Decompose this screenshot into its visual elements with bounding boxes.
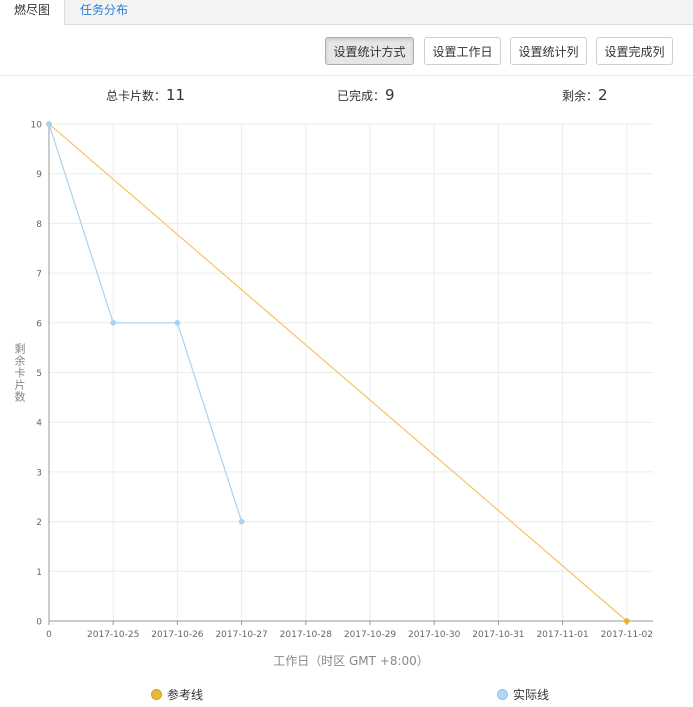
- y-tick-label: 10: [31, 121, 43, 131]
- completed-cards-stat: 已完成：9: [337, 86, 395, 104]
- legend-actual-dot-icon: [497, 689, 508, 700]
- set-done-column-button[interactable]: 设置完成列: [596, 37, 673, 65]
- remaining-cards-value: 2: [598, 86, 608, 104]
- y-tick-label: 8: [36, 220, 42, 230]
- x-tick-label: 2017-10-27: [215, 630, 267, 640]
- tab-task-distribution[interactable]: 任务分布: [80, 3, 129, 17]
- x-tick-label: 2017-10-28: [280, 630, 333, 640]
- remaining-cards-label: 剩余：: [562, 89, 599, 103]
- legend-actual-label: 实际线: [513, 688, 550, 702]
- data-point-actual: [238, 518, 245, 525]
- x-tick-label: 2017-10-25: [87, 630, 139, 640]
- x-tick-label: 2017-10-30: [408, 630, 461, 640]
- series-line-reference: [48, 123, 628, 622]
- set-workday-button[interactable]: 设置工作日: [424, 37, 501, 65]
- y-tick-label: 9: [36, 170, 42, 180]
- total-cards-value: 11: [166, 86, 186, 104]
- set-statistic-column-button[interactable]: 设置统计列: [510, 37, 587, 65]
- divider: [0, 75, 693, 76]
- x-tick-label: 2017-10-31: [472, 630, 524, 640]
- y-tick-label: 6: [36, 319, 42, 329]
- legend-reference-label: 参考线: [167, 688, 204, 702]
- x-tick-label: 2017-10-26: [151, 630, 204, 640]
- tab-bar: 燃尽图 任务分布: [0, 0, 693, 25]
- y-tick-label: 3: [36, 468, 42, 478]
- y-tick-label: 4: [36, 419, 42, 429]
- series-line-actual: [48, 123, 243, 522]
- legend-item-reference[interactable]: 参考线: [151, 686, 203, 703]
- data-point-actual: [110, 319, 117, 326]
- chart-toolbar: 设置统计方式 设置工作日 设置统计列 设置完成列: [325, 37, 673, 65]
- y-tick-label: 7: [36, 270, 42, 280]
- x-axis-title: 工作日（时区 GMT +8:00）: [273, 654, 429, 668]
- y-tick-label: 0: [36, 618, 42, 628]
- data-point-reference: [623, 618, 630, 624]
- y-axis-title: 剩余卡片数: [15, 343, 26, 404]
- y-tick-label: 2: [36, 518, 42, 528]
- remaining-cards-stat: 剩余：2: [562, 86, 608, 104]
- x-tick-label: 0: [46, 630, 52, 640]
- burndown-chart: 0 1 2 3 4 5 6 7 8 9 10 0 2017-10-25 2017-10-26 2017-10…: [15, 121, 653, 668]
- completed-cards-label: 已完成：: [337, 89, 386, 103]
- x-tick-label: 2017-11-01: [536, 630, 588, 640]
- y-tick-label: 5: [36, 369, 42, 379]
- y-tick-label: 1: [36, 568, 42, 578]
- x-tick-label: 2017-11-02: [601, 630, 653, 640]
- legend-item-actual[interactable]: 实际线: [497, 686, 549, 703]
- x-tick-label: 2017-10-29: [344, 630, 397, 640]
- legend-reference-dot-icon: [151, 689, 162, 700]
- total-cards-stat: 总卡片数：11: [106, 86, 185, 104]
- data-point-actual: [46, 121, 52, 127]
- total-cards-label: 总卡片数：: [106, 89, 167, 103]
- completed-cards-value: 9: [385, 86, 395, 104]
- set-statistic-method-button[interactable]: 设置统计方式: [325, 37, 414, 65]
- tab-burndown[interactable]: 燃尽图: [0, 0, 65, 25]
- data-point-actual: [174, 319, 181, 326]
